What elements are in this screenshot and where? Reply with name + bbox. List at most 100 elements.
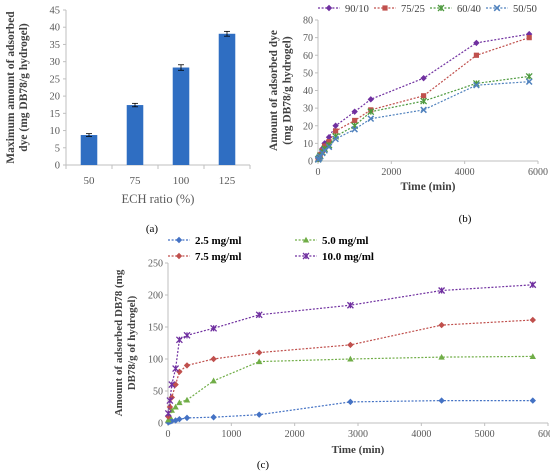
data-point xyxy=(473,39,480,47)
y-tick-label: 25 xyxy=(50,74,61,85)
y-tick-label: 40 xyxy=(50,23,61,34)
data-point xyxy=(347,355,354,362)
data-point xyxy=(332,135,339,143)
y-tick-label: 10 xyxy=(50,126,61,137)
data-point xyxy=(316,153,324,160)
legend-label: 60/40 xyxy=(457,4,481,15)
legend-label: 5.0 mg/ml xyxy=(322,235,368,247)
data-point xyxy=(183,331,191,339)
data-point xyxy=(367,108,375,116)
x-tick-label: 1000 xyxy=(221,429,241,440)
x-tick-label: 2000 xyxy=(381,167,401,178)
y-axis-title: Amount of adsorbed DB78 (mgDB78/g of hyd… xyxy=(113,269,138,416)
x-tick-label: 4000 xyxy=(411,429,431,440)
legend-marker xyxy=(302,252,310,260)
data-point xyxy=(210,324,218,332)
y-tick-label: 150 xyxy=(148,323,163,334)
y-tick-label: 30 xyxy=(303,104,313,115)
data-point xyxy=(352,117,358,124)
series-line xyxy=(317,75,530,160)
data-point xyxy=(438,287,446,294)
legend-marker xyxy=(437,4,445,12)
y-axis-title-line: Amount of adsorbed DB78 (mg xyxy=(113,269,125,416)
panel-b-line-chart: 0 10 20 30 40 50 60 70 80 0 2000 4000 6000 90/10 75/25… xyxy=(268,4,548,225)
legend-marker xyxy=(493,4,501,12)
data-point xyxy=(529,281,537,289)
y-axis-title-line: Maximum amount of adsorbed xyxy=(5,11,17,164)
data-point xyxy=(256,411,263,418)
data-point xyxy=(420,97,428,105)
legend-label: 7.5 mg/ml xyxy=(195,251,241,263)
data-point xyxy=(255,311,263,319)
x-axis-title: Time (min) xyxy=(332,444,385,456)
data-point xyxy=(175,336,183,344)
x-tick-label: 4000 xyxy=(455,167,475,178)
y-tick-label: 35 xyxy=(50,40,61,51)
data-point xyxy=(183,396,191,403)
data-point xyxy=(166,397,174,405)
data-point xyxy=(176,399,183,406)
data-point xyxy=(473,52,479,58)
data-point xyxy=(529,353,536,359)
x-tick-label: 50 xyxy=(84,175,96,187)
data-point xyxy=(210,414,217,421)
y-tick-label: 200 xyxy=(148,291,163,302)
y-tick-label: 50 xyxy=(153,387,163,398)
data-point xyxy=(172,403,179,410)
y-tick-label: 80 xyxy=(303,16,313,27)
data-point xyxy=(420,106,427,114)
bar xyxy=(218,33,236,166)
x-tick-label: 125 xyxy=(219,175,236,187)
x-tick-label: 6000 xyxy=(538,429,550,440)
y-tick-label: 40 xyxy=(303,86,313,97)
y-tick-label: 20 xyxy=(50,92,61,103)
data-point xyxy=(183,414,191,422)
data-point xyxy=(256,349,263,356)
panel-label-a: (a) xyxy=(146,223,159,235)
data-point xyxy=(438,353,445,360)
legend-marker xyxy=(325,4,333,12)
x-tick-label: 2000 xyxy=(285,429,305,440)
legend-label: 2.5 mg/ml xyxy=(195,235,241,247)
data-point xyxy=(325,143,333,151)
data-point xyxy=(210,355,217,363)
x-tick-label: 3000 xyxy=(348,429,368,440)
legend-label: 50/50 xyxy=(513,4,537,15)
data-point xyxy=(168,381,176,389)
panel-label: (c) xyxy=(257,459,270,471)
y-tick-label: 10 xyxy=(303,139,313,150)
y-tick-label: 70 xyxy=(303,33,313,44)
data-point xyxy=(351,125,358,133)
y-axis-title-line: dye (mg DB78/g hydrogel) xyxy=(18,23,30,152)
data-point xyxy=(333,128,339,134)
x-tick-label: 6000 xyxy=(528,167,548,178)
data-point xyxy=(420,74,427,82)
x-tick-label: 100 xyxy=(173,175,190,187)
data-point xyxy=(529,397,536,404)
y-tick-label: 5 xyxy=(55,143,60,154)
data-point xyxy=(526,35,532,41)
y-tick-label: 0 xyxy=(308,157,313,168)
data-point xyxy=(326,139,332,145)
bar xyxy=(80,135,98,165)
y-tick-label: 45 xyxy=(50,6,61,17)
y-tick-label: 50 xyxy=(303,68,313,79)
data-point xyxy=(529,316,536,324)
x-axis-title: Time (min) xyxy=(400,181,455,193)
data-point xyxy=(473,81,480,89)
data-point xyxy=(438,321,445,329)
y-tick-label: 250 xyxy=(148,259,163,270)
panel-a-bar-chart: 0 5 10 15 20 25 30 35 40 45 50 75 100 125 ECH ratio (%… xyxy=(5,6,251,235)
data-point xyxy=(183,362,191,369)
data-point xyxy=(367,115,375,123)
y-tick-label: 20 xyxy=(303,121,313,132)
legend-marker xyxy=(382,5,388,11)
panel-label: (b) xyxy=(459,213,472,225)
x-tick-label: 0 xyxy=(166,429,171,440)
y-tick-label: 0 xyxy=(158,419,163,430)
x-axis-title: ECH ratio (%) xyxy=(122,192,195,206)
y-axis-title-line: Amount of adsorbed dye xyxy=(268,30,280,151)
legend-label: 10.0 mg/ml xyxy=(322,251,374,263)
y-axis-title: Maximum amount of adsorbeddye (mg DB78/g… xyxy=(5,11,30,164)
